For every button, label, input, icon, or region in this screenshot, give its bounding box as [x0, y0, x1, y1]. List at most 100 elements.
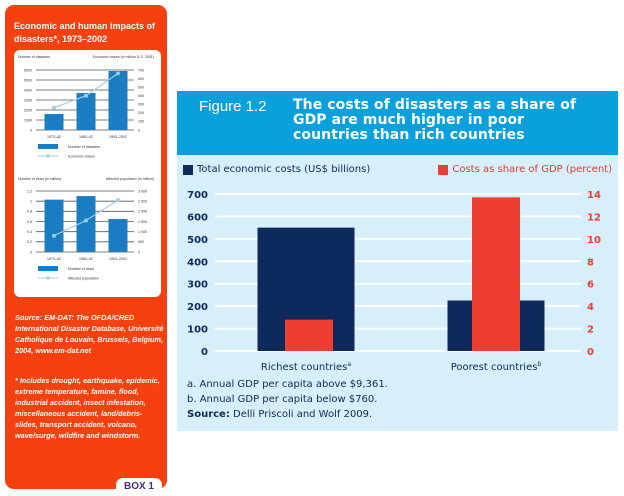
mini-legend-line-label: Economic losses — [68, 155, 95, 159]
mini-chart-dead-svg: Number of dead (in million) Affected popu… — [18, 177, 154, 281]
mini-bar — [76, 93, 96, 130]
left-axis-tick-label: 200 — [187, 302, 208, 313]
figure-number: Figure 1.2 — [199, 98, 267, 115]
right-axis-tick-label: 4 — [587, 302, 594, 313]
mini-right-tick-label: 1 000 — [138, 230, 147, 234]
category-label: Poorest countriesb — [451, 361, 542, 373]
mini-right-tick-label: 300 — [138, 103, 144, 107]
mini-charts-card: Number of disasters Economic losses (in m… — [14, 50, 161, 297]
box-footnote: * Includes drought, earthquake, epidemic… — [15, 376, 160, 440]
mini-legend-bar-swatch — [38, 144, 58, 149]
box-1-panel: Economic and human impacts of disasters*… — [5, 5, 167, 489]
mini-left-tick-label: 0 — [30, 128, 32, 132]
mini-bar — [76, 196, 96, 252]
left-axis-tick-label: 700 — [187, 190, 208, 201]
mini-left-tick-label: 0.8 — [27, 210, 32, 214]
figure-1-2: Figure 1.2 The costs of disasters as a s… — [177, 91, 618, 431]
main-chart-svg: 0 100 200 300 400 500 600 700 0 2 4 6 8 10 12 14 Richest… — [187, 190, 601, 373]
mini-left-tick-label: 1000 — [24, 118, 32, 122]
legend-swatch-navy — [183, 164, 193, 175]
mini-left-tick-label: 5000 — [24, 78, 32, 82]
legend-label-gdp-share: Costs as share of GDP (percent) — [452, 164, 612, 175]
figure-header: Figure 1.2 The costs of disasters as a s… — [177, 91, 618, 155]
mini-right-tick-label: 100 — [138, 120, 144, 124]
mini-right-tick-label: 1 500 — [138, 220, 147, 224]
mini-left-axis-title: Number of dead (in million) — [18, 177, 61, 181]
mini-left-tick-label: 0.4 — [27, 230, 32, 234]
mini-right-tick-label: 0 — [138, 128, 140, 132]
right-axis-tick-label: 10 — [587, 235, 601, 246]
left-axis-tick-label: 500 — [187, 235, 208, 246]
mini-right-axis-title: Economic losses (in million U.S. 2001) — [93, 55, 154, 59]
mini-category-label: 1983–92 — [79, 257, 93, 261]
mini-right-tick-label: 500 — [138, 85, 144, 89]
mini-bar — [44, 114, 64, 130]
bar-gdp-share — [285, 319, 333, 351]
left-axis-tick-label: 300 — [187, 280, 208, 291]
mini-left-tick-label: 0.6 — [27, 220, 32, 224]
mini-category-label: 1993–2002 — [109, 257, 127, 261]
mini-right-tick-label: 3 000 — [138, 189, 147, 193]
mini-line-marker — [84, 218, 88, 223]
left-axis-tick-label: 100 — [187, 325, 208, 336]
source-text: Delli Priscoli and Wolf 2009. — [229, 409, 373, 420]
mini-left-tick-label: 0.2 — [27, 240, 32, 244]
right-axis-tick-label: 8 — [587, 257, 594, 268]
mini-left-tick-label: 1.2 — [27, 189, 32, 193]
mini-right-tick-label: 2 500 — [138, 199, 147, 203]
note-b: b. Annual GDP per capita below $760. — [187, 394, 378, 405]
mini-bar — [108, 218, 128, 252]
mini-category-label: 1983–92 — [79, 135, 93, 139]
mini-right-tick-label: 400 — [138, 94, 144, 98]
legend-swatch-red — [438, 164, 449, 175]
mini-left-tick-label: 0 — [30, 250, 32, 254]
note-a: a. Annual GDP per capita above $9,361. — [187, 379, 388, 390]
mini-line-marker — [116, 198, 120, 202]
left-axis-tick-label: 400 — [187, 257, 208, 268]
mini-right-tick-label: 0 — [138, 250, 140, 254]
mini-line-marker — [52, 105, 56, 110]
right-axis-tick-label: 0 — [587, 347, 594, 358]
mini-chart-disasters-svg: Number of disasters Economic losses (in m… — [18, 55, 154, 159]
mini-right-tick-label: 700 — [138, 68, 144, 72]
left-axis-tick-label: 600 — [187, 212, 208, 223]
mini-category-label: 1973–82 — [47, 257, 61, 261]
figure-title: The costs of disasters as a share of GDP… — [293, 97, 577, 143]
bar-gdp-share — [472, 197, 520, 351]
mini-left-axis-title: Number of disasters — [18, 55, 50, 59]
mini-left-tick-label: 6000 — [24, 68, 32, 72]
mini-legend-line-marker — [46, 154, 50, 158]
mini-right-tick-label: 2 000 — [138, 210, 147, 214]
mini-legend-line-marker — [46, 276, 50, 280]
mini-left-tick-label: 4000 — [24, 88, 32, 92]
mini-left-tick-label: 2000 — [24, 108, 32, 112]
mini-line-marker — [52, 233, 56, 238]
legend-item-total-costs: Total economic costs (US$ billions) — [183, 164, 370, 175]
mini-legend-bar-label: Number of disasters — [68, 145, 100, 149]
right-axis-tick-label: 12 — [587, 212, 601, 223]
mini-left-tick-label: 3000 — [24, 98, 32, 102]
mini-legend-bar-label: Number of dead — [68, 267, 94, 271]
right-axis-tick-label: 14 — [587, 190, 601, 201]
category-label: Richest countriesa — [261, 361, 352, 373]
box-title: Economic and human impacts of disasters*… — [14, 21, 156, 44]
mini-right-tick-label: 500 — [138, 240, 144, 244]
figure-source: Source: Delli Priscoli and Wolf 2009. — [187, 407, 388, 422]
box-source: Source: EM-DAT: The OFDA/CRED Internatio… — [15, 313, 164, 355]
mini-category-label: 1993–2002 — [109, 135, 127, 139]
footnote-marker: b — [537, 361, 541, 368]
mini-line-marker — [116, 71, 120, 76]
legend-label-total-costs: Total economic costs (US$ billions) — [197, 164, 371, 175]
mini-left-tick-label: 1 — [30, 199, 32, 203]
footnote-marker: a — [347, 361, 351, 368]
left-axis-tick-label: 0 — [201, 347, 208, 358]
mini-line-marker — [84, 93, 88, 98]
mini-right-tick-label: 200 — [138, 111, 144, 115]
right-axis-tick-label: 6 — [587, 280, 594, 291]
mini-right-tick-label: 600 — [138, 77, 144, 81]
mini-category-label: 1973–82 — [47, 135, 61, 139]
source-label: Source: — [187, 409, 230, 420]
box-tab-label: BOX 1 — [116, 478, 162, 496]
legend-item-gdp-share: Costs as share of GDP (percent) — [438, 164, 612, 175]
mini-legend-bar-swatch — [38, 266, 58, 271]
